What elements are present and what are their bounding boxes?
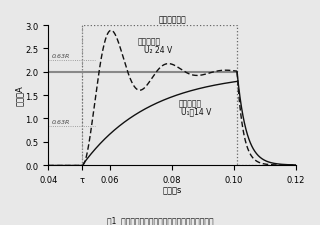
X-axis label: 时间／s: 时间／s [162, 185, 182, 194]
Text: 0.63R: 0.63R [52, 54, 70, 58]
Title: 脉冲输入信号: 脉冲输入信号 [158, 15, 186, 24]
Text: U₂ 24 V: U₂ 24 V [144, 46, 172, 55]
Text: 电流控制型: 电流控制型 [138, 38, 161, 47]
Text: 0.63R: 0.63R [52, 119, 70, 124]
Text: U₁＝14 V: U₁＝14 V [181, 107, 212, 116]
Text: 图1  电流控制放大器与电压控制放大器的响应波形: 图1 电流控制放大器与电压控制放大器的响应波形 [107, 216, 213, 225]
Text: 电压控制型: 电压控制型 [178, 99, 201, 108]
Y-axis label: 电流／A: 电流／A [15, 85, 24, 106]
